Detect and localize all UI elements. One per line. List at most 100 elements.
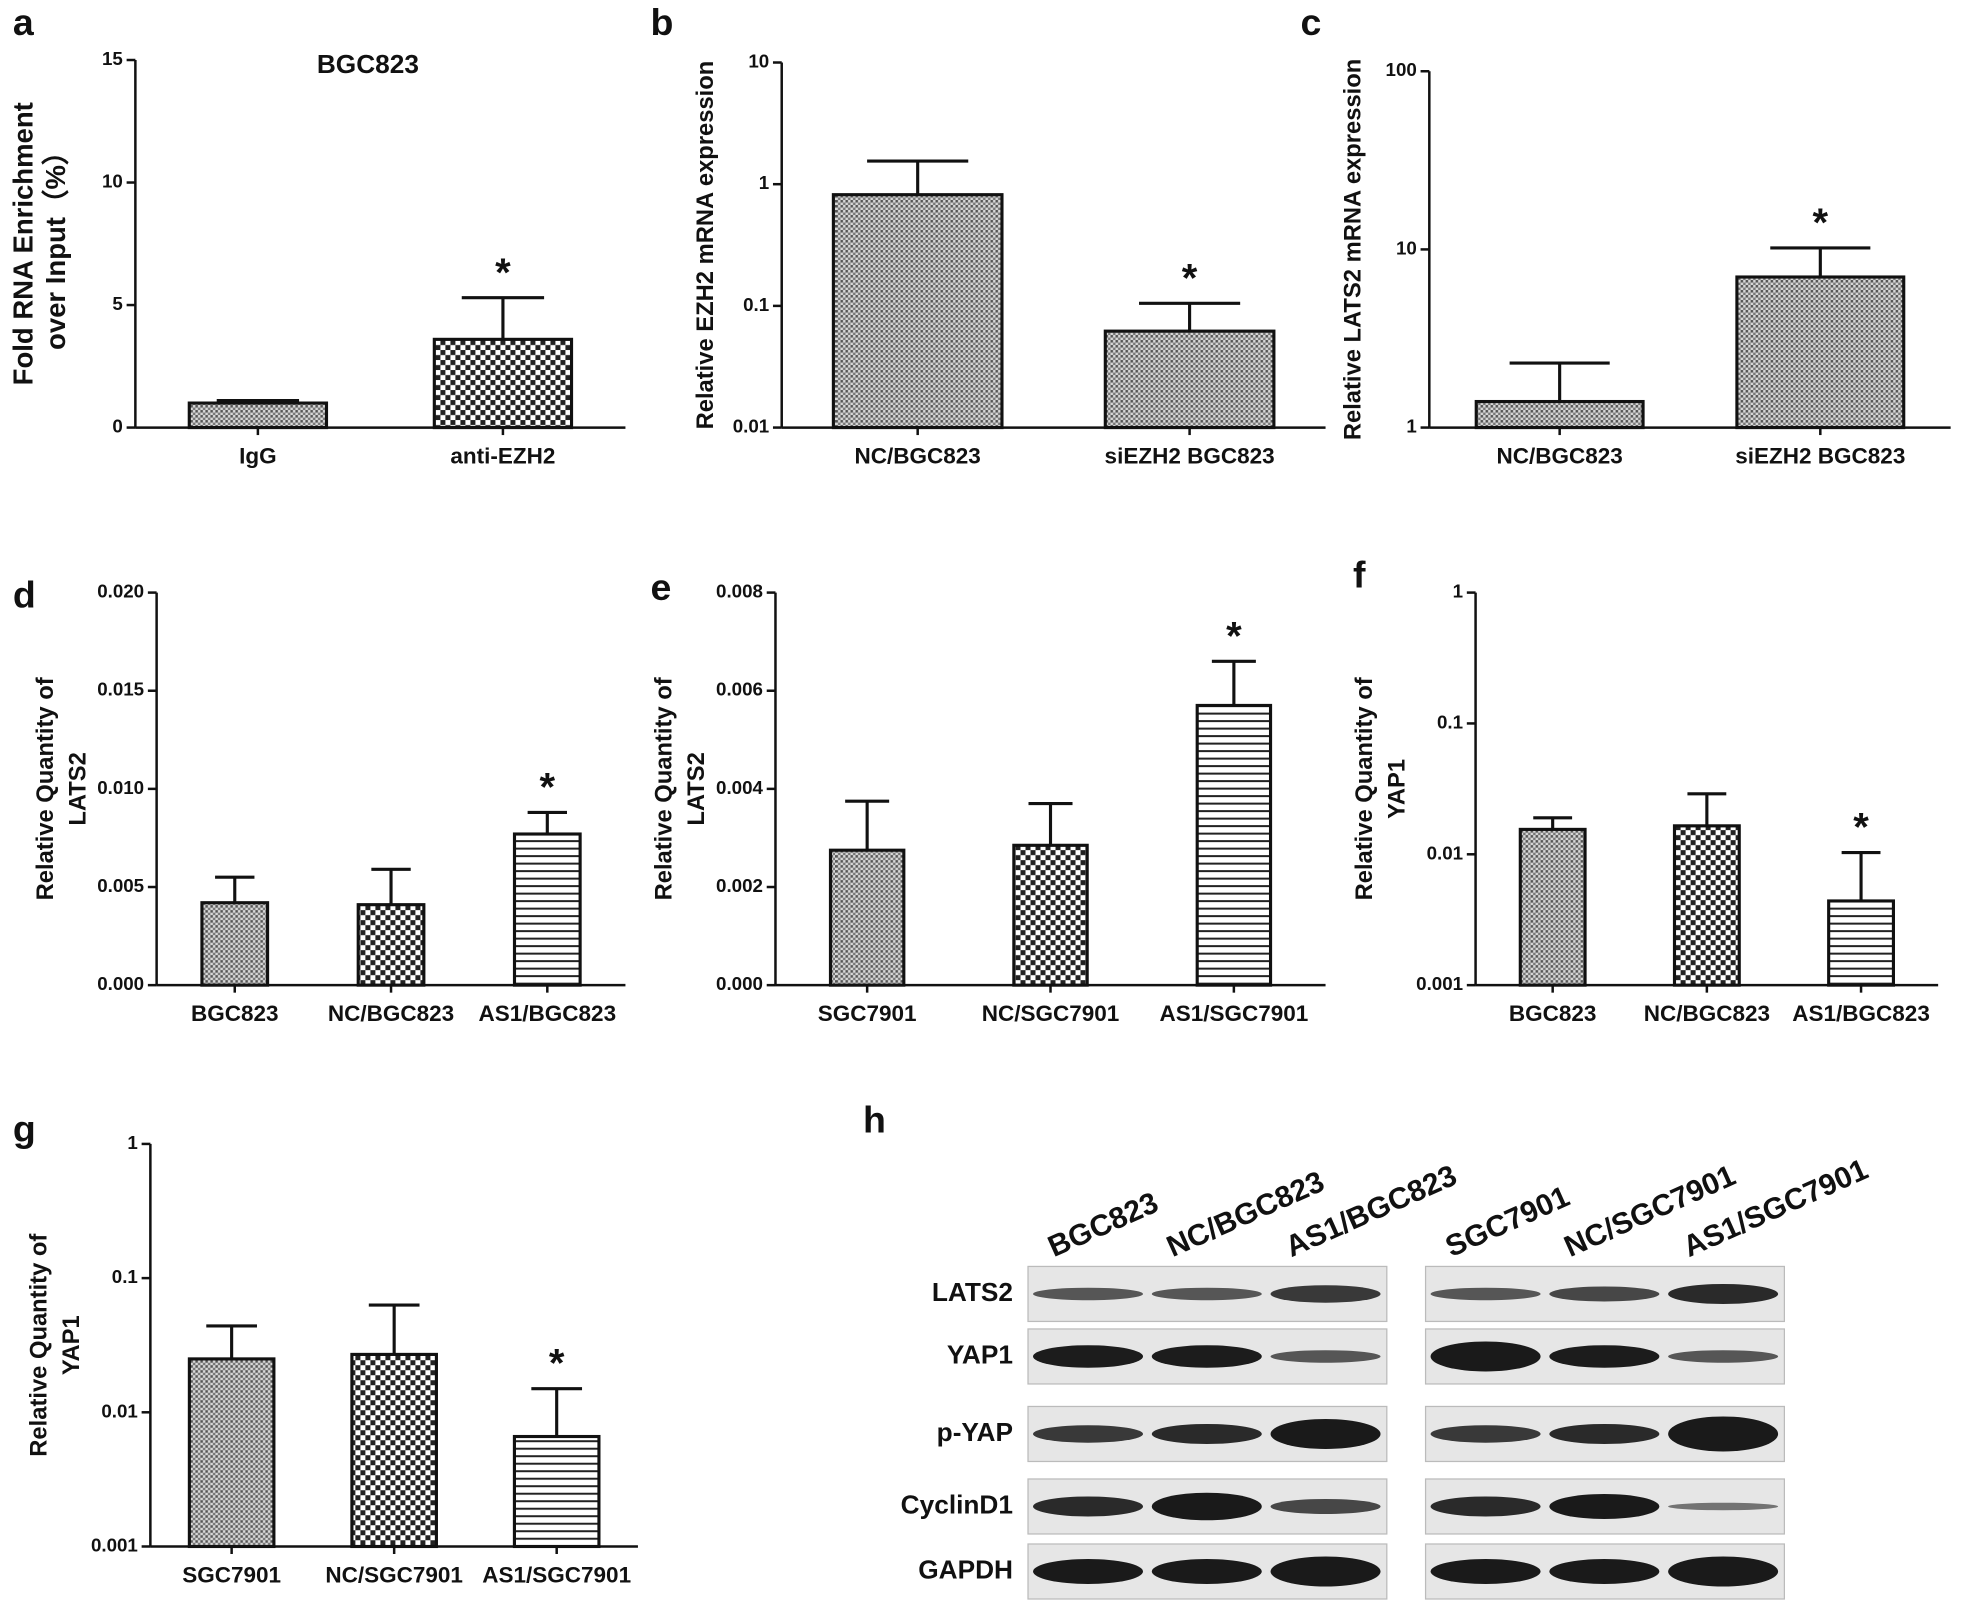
y-tick-label: 0.004	[716, 777, 763, 798]
blot-band	[1549, 1423, 1660, 1444]
x-tick-label: BGC823	[191, 1001, 279, 1026]
x-tick-label: NC/BGC823	[328, 1001, 454, 1026]
y-axis-label: YAP1	[58, 1315, 85, 1375]
annotation: *	[549, 1342, 565, 1386]
panel-label: d	[13, 573, 36, 615]
blot-band	[1549, 1345, 1660, 1368]
protein-label: LATS2	[932, 1277, 1013, 1307]
y-tick-label: 0.005	[97, 875, 144, 896]
blot-band	[1270, 1285, 1381, 1303]
bar	[1103, 329, 1276, 430]
blot-band	[1270, 1498, 1381, 1514]
y-tick-label: 0.1	[1437, 711, 1463, 732]
x-tick-label: AS1/SGC7901	[482, 1562, 631, 1587]
blot-band	[1151, 1345, 1262, 1368]
y-axis-label: Relative EZH2 mRNA expression	[692, 61, 719, 430]
blot-band	[1033, 1345, 1144, 1368]
x-tick-label: NC/BGC823	[855, 444, 981, 469]
x-tick-label: NC/BGC823	[1497, 444, 1623, 469]
y-tick-label: 1	[127, 1132, 137, 1153]
protein-label: YAP1	[947, 1339, 1013, 1369]
blot-band	[1151, 1558, 1262, 1584]
y-axis-label: Relative LATS2 mRNA expression	[1340, 59, 1367, 440]
blot-band	[1668, 1502, 1779, 1511]
protein-label: p-YAP	[937, 1417, 1013, 1447]
x-tick-label: AS1/BGC823	[479, 1001, 617, 1026]
y-tick-label: 0.006	[716, 679, 763, 700]
y-tick-label: 0.010	[97, 777, 144, 798]
bar	[1827, 899, 1895, 987]
x-tick-label: AS1/BGC823	[1792, 1001, 1930, 1026]
annotation: *	[495, 251, 511, 295]
blot-band	[1151, 1492, 1262, 1521]
y-tick-label: 10	[748, 50, 769, 71]
bar	[187, 1357, 276, 1549]
y-tick-label: 0.01	[101, 1400, 138, 1421]
y-tick-label: 0.002	[716, 875, 763, 896]
y-tick-label: 0.008	[716, 581, 763, 602]
blot-band	[1430, 1425, 1541, 1443]
y-tick-label: 0.01	[733, 416, 769, 437]
annotation: *	[540, 765, 556, 809]
blot-band	[1430, 1558, 1541, 1584]
x-tick-label: NC/SGC7901	[982, 1001, 1120, 1026]
blot-band	[1270, 1418, 1381, 1449]
bar	[432, 337, 574, 430]
bar	[828, 848, 906, 987]
panel-label: e	[650, 566, 671, 608]
y-tick-label: 0.015	[97, 679, 144, 700]
x-tick-label: SGC7901	[182, 1562, 281, 1587]
blot-band	[1033, 1287, 1144, 1301]
blot-band	[1549, 1558, 1660, 1584]
blot-band	[1668, 1283, 1779, 1304]
blot-band	[1033, 1496, 1144, 1517]
panel-label: c	[1301, 1, 1322, 43]
protein-label: GAPDH	[918, 1554, 1013, 1584]
panel-label: b	[650, 1, 673, 43]
bar	[831, 193, 1004, 430]
y-tick-label: 1	[1453, 581, 1463, 602]
bar	[350, 1352, 438, 1549]
bar	[1195, 703, 1273, 987]
blot-band	[1033, 1558, 1144, 1584]
lane-label: BGC823	[1043, 1186, 1163, 1264]
blot-band	[1668, 1416, 1779, 1452]
y-axis-label: LATS2	[683, 752, 710, 825]
protein-label: CyclinD1	[901, 1489, 1013, 1519]
panel-label: g	[13, 1107, 36, 1149]
y-tick-label: 0.000	[97, 973, 144, 994]
x-tick-label: IgG	[239, 444, 277, 469]
y-tick-label: 0.1	[743, 294, 769, 315]
bar	[512, 1434, 601, 1549]
y-tick-label: 10	[102, 170, 123, 191]
x-tick-label: siEZH2 BGC823	[1735, 444, 1905, 469]
y-tick-label: 0.001	[91, 1534, 138, 1555]
blot-band	[1549, 1493, 1660, 1519]
y-tick-label: 0.001	[1416, 973, 1463, 994]
blot-band	[1270, 1350, 1381, 1363]
bar	[187, 401, 329, 430]
lane-label: SGC7901	[1441, 1180, 1575, 1264]
blot-band	[1151, 1287, 1262, 1301]
x-tick-label: anti-EZH2	[450, 444, 555, 469]
bar	[512, 832, 582, 987]
y-axis-label: LATS2	[64, 752, 91, 825]
y-axis-label: Relative Quantity of	[1351, 677, 1378, 900]
y-tick-label: 10	[1396, 237, 1417, 258]
y-tick-label: 0.000	[716, 973, 763, 994]
bar	[1518, 827, 1587, 987]
blot-band	[1549, 1286, 1660, 1302]
y-axis-label: over Input（%）	[40, 138, 71, 350]
x-tick-label: NC/SGC7901	[325, 1562, 463, 1587]
y-tick-label: 0.1	[112, 1266, 138, 1287]
y-tick-label: 1	[759, 172, 769, 193]
bar	[1672, 824, 1741, 987]
y-axis-label: Relative Quantity of	[26, 1234, 53, 1457]
blot-band	[1151, 1423, 1262, 1444]
annotation: *	[1226, 614, 1242, 658]
y-axis-label: YAP1	[1383, 759, 1410, 819]
x-tick-label: SGC7901	[818, 1001, 917, 1026]
x-tick-label: siEZH2 BGC823	[1105, 444, 1275, 469]
y-tick-label: 0	[112, 416, 122, 437]
